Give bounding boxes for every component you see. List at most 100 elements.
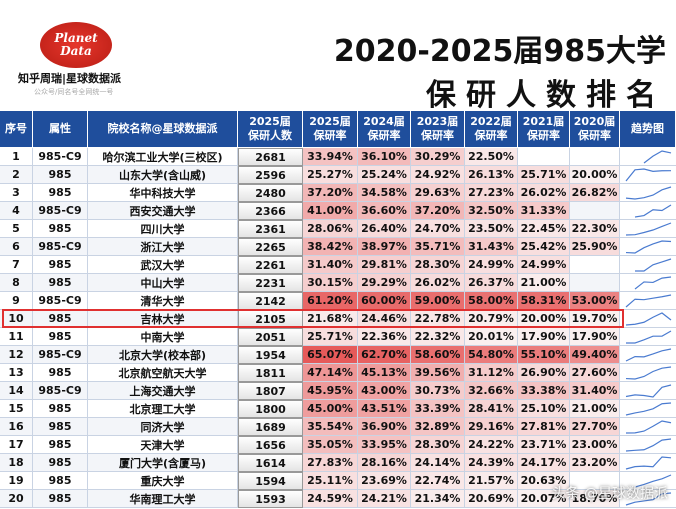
table-cell: 58.31% [518,292,570,310]
trend-line [625,294,672,308]
table-cell: 985 [33,490,88,508]
table-cell: 43.51% [358,400,411,418]
table-cell: 7 [0,256,33,274]
table-cell: 2265 [238,238,303,256]
table-cell: 19.70% [570,310,620,328]
table-cell: 45.95% [303,382,358,400]
school-name: 吉林大学 [88,310,238,328]
table-cell: 25.24% [358,166,411,184]
table-cell: 21.68% [303,310,358,328]
table-cell: 2596 [238,166,303,184]
table-cell: 1 [0,148,33,166]
table-cell: 11 [0,328,33,346]
table-cell: 36.60% [358,202,411,220]
trend-chart [620,222,676,238]
table-cell: 1593 [238,490,303,508]
school-name: 浙江大学 [88,238,238,256]
table-cell: 26.02% [518,184,570,202]
trend-chart [620,402,676,418]
table-cell: 985 [33,220,88,238]
table-cell: 22.30% [570,220,620,238]
column-header: 2024届 保研率 [358,111,411,148]
table-cell: 24.21% [358,490,411,508]
table-cell: 27.23% [465,184,518,202]
table-cell: 61.20% [303,292,358,310]
table-cell: 2261 [238,256,303,274]
trend-line [634,276,672,290]
trend-chart [620,204,676,220]
logo-text: Data [60,44,92,58]
trend-chart [620,150,676,166]
table-cell: 45.13% [358,364,411,382]
table-cell: 31.43% [465,238,518,256]
trend-line [634,204,672,218]
table-cell [570,202,620,220]
table-cell: 33.94% [303,148,358,166]
table-cell: 985-C9 [33,238,88,256]
column-header-text: 2025届 [309,115,351,128]
table-cell: 24.99% [465,256,518,274]
table-cell: 39.56% [411,364,465,382]
table-cell: 2142 [238,292,303,310]
table-cell: 22.50% [465,148,518,166]
trend-line [625,312,672,326]
table-cell: 24.92% [411,166,465,184]
school-name: 重庆大学 [88,472,238,490]
table-cell: 28.16% [358,454,411,472]
table-cell: 20.79% [465,310,518,328]
trend-line [625,222,672,236]
table-cell: 24.14% [411,454,465,472]
column-header-text: 保研率 [527,129,560,142]
table-cell: 25.71% [518,166,570,184]
table-cell: 33.95% [358,436,411,454]
trend-line [635,258,672,272]
table-cell: 62.70% [358,346,411,364]
table-cell: 58.00% [465,292,518,310]
school-name: 北京理工大学 [88,400,238,418]
school-name: 华中科技大学 [88,184,238,202]
trend-chart [620,474,676,490]
column-header-text: 2022届 [470,115,512,128]
table-cell: 25.42% [518,238,570,256]
table-cell: 31.40% [570,382,620,400]
table-cell: 20.00% [570,166,620,184]
title-line1: 2020-2025届985大学 [333,34,666,69]
table-cell: 985 [33,310,88,328]
trend-chart [620,348,676,364]
table-cell: 1811 [238,364,303,382]
column-header: 2022届 保研率 [465,111,518,148]
table-cell: 985 [33,472,88,490]
table-cell: 27.81% [518,418,570,436]
trend-line [625,384,672,398]
table-cell: 6 [0,238,33,256]
school-name: 北京航空航天大学 [88,364,238,382]
table-cell: 20.63% [518,472,570,490]
table-cell: 28.06% [303,220,358,238]
table-cell: 22.32% [411,328,465,346]
table-cell: 29.29% [358,274,411,292]
column-header: 2025届 保研率 [303,111,358,148]
title-line2: 保研人数排名 [426,78,666,113]
school-name: 厦门大学(含厦马) [88,454,238,472]
trend-line [625,186,672,200]
table-cell: 23.20% [570,454,620,472]
table-cell: 38.42% [303,238,358,256]
table-cell: 18.70% [570,490,620,508]
school-name: 西安交通大学 [88,202,238,220]
table-cell: 985 [33,166,88,184]
table-cell: 35.71% [411,238,465,256]
table-cell: 30.73% [411,382,465,400]
table-cell: 22.74% [411,472,465,490]
column-header: 序号 [0,111,33,148]
column-header: 院校名称@星球数据派 [88,111,238,148]
table-cell: 20 [0,490,33,508]
table-cell: 24.99% [518,256,570,274]
table-cell: 26.90% [518,364,570,382]
table-cell: 65.07% [303,346,358,364]
table-cell: 9 [0,292,33,310]
table-cell: 54.80% [465,346,518,364]
table-cell: 36.90% [358,418,411,436]
table-cell: 37.20% [303,184,358,202]
table-cell: 1656 [238,436,303,454]
table-cell: 36.10% [358,148,411,166]
